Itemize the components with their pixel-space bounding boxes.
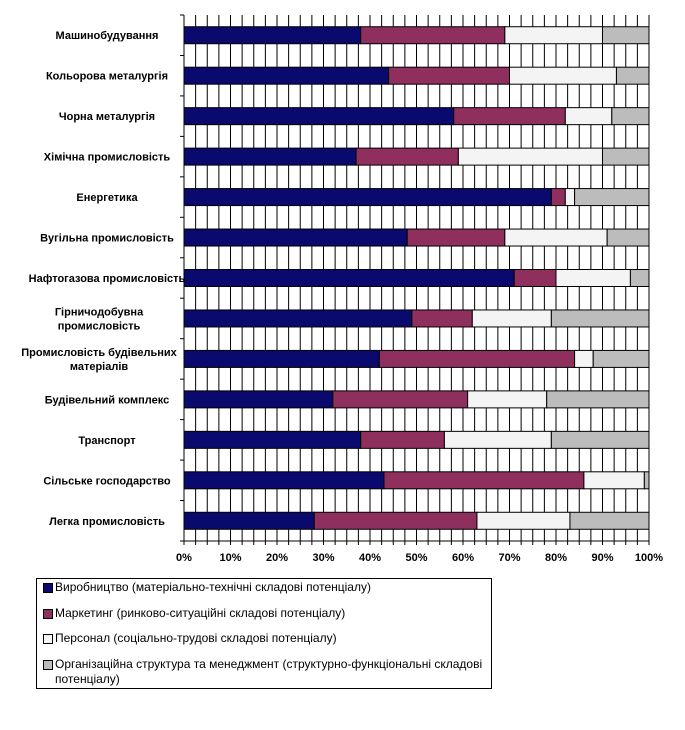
legend-label: Виробництво (матеріально-технічні складо… [55, 580, 371, 594]
bar-segment [183, 511, 315, 530]
bar-segment [602, 26, 650, 45]
legend-label: Персонал (соціально-трудові складові пот… [55, 631, 337, 645]
bar-segment [183, 66, 390, 85]
bar-segment [615, 66, 650, 85]
x-tick-label: 40% [359, 552, 381, 564]
bar-segment [411, 309, 473, 328]
bar-segment [183, 349, 380, 368]
bar-segment [602, 147, 650, 166]
bar-segment [467, 390, 548, 409]
x-tick-label: 60% [452, 552, 474, 564]
bar-segment [183, 26, 362, 45]
x-tick-label: 0% [176, 552, 192, 564]
bar-segment [183, 269, 515, 287]
category-label: Хімічна промисловість [44, 152, 171, 164]
bar-segment [476, 511, 571, 530]
bar-segment [546, 390, 650, 409]
bar-segment [183, 390, 334, 409]
category-label: Вугільна промисловість [40, 233, 174, 245]
legend-swatch [43, 583, 53, 593]
bar-segment [574, 188, 650, 207]
bar-segment [564, 188, 576, 207]
legend-item: Персонал (соціально-трудові складові пот… [43, 631, 487, 646]
x-tick-label: 100% [635, 552, 663, 564]
bar-segment [611, 107, 650, 126]
bar-segment [360, 430, 445, 449]
bar-segment [513, 269, 557, 287]
category-label: Нафтогазова промисловість [29, 273, 186, 285]
chart-axes [180, 14, 650, 545]
bar-segment [592, 349, 650, 368]
bar-segment [378, 349, 576, 368]
legend-item: Маркетинг (ринково-ситуаційні складові п… [43, 606, 487, 621]
bar-segment [643, 471, 650, 490]
stacked-bar-chart: Машинобудування Кольорова металургія Чорна… [21, 14, 663, 564]
x-tick-label: 10% [219, 552, 241, 564]
bar-segment [550, 309, 650, 328]
legend-swatch [43, 634, 53, 644]
category-label: Промисловість будівельних матеріалів [21, 347, 177, 373]
category-label: Енергетика [76, 192, 138, 204]
legend-item: Виробництво (матеріально-технічні складо… [43, 580, 487, 595]
bar-segment [583, 471, 645, 490]
bar-segment [606, 228, 650, 247]
bar-segment [550, 430, 650, 449]
bar-segment [183, 430, 362, 449]
bar-segment [443, 430, 552, 449]
bar-segment [504, 228, 608, 247]
bar-segment [406, 228, 506, 247]
legend-swatch [43, 609, 53, 619]
bar-segment [183, 309, 413, 328]
bar-segment [313, 511, 478, 530]
category-label: Гірничодобувна промисловість [55, 306, 144, 332]
x-tick-label: 90% [591, 552, 613, 564]
category-label: Кольорова металургія [46, 71, 168, 83]
x-tick-labels: 0% 10% 20% 30% 40% 50% 60% 70% 80% 90% 100% [176, 552, 663, 564]
category-label: Легка промисловість [49, 516, 165, 528]
bar-segment [629, 269, 650, 287]
x-tick-label: 30% [312, 552, 334, 564]
bar-segment [360, 26, 506, 45]
x-tick-label: 50% [405, 552, 427, 564]
x-tick-label: 20% [266, 552, 288, 564]
bar-segment [550, 188, 566, 207]
chart-legend: Виробництво (матеріально-технічні складо… [36, 578, 492, 689]
category-label: Транспорт [78, 435, 136, 447]
category-labels: Машинобудування Кольорова металургія Чорна… [21, 30, 185, 528]
x-tick-label: 80% [545, 552, 567, 564]
bar-segment [574, 349, 594, 368]
category-label: Будівельний комплекс [45, 394, 170, 406]
legend-label: Маркетинг (ринково-ситуаційні складові п… [55, 606, 346, 620]
bar-segment [183, 471, 385, 490]
bar-segment [453, 107, 566, 126]
bar-segment [183, 147, 357, 166]
category-label: Машинобудування [56, 30, 159, 42]
category-label: Сільське господарство [43, 475, 171, 487]
legend-swatch [43, 660, 53, 670]
bar-segment [183, 228, 408, 247]
bar-segment [555, 269, 631, 287]
chart-bars [183, 26, 650, 530]
bar-segment [569, 511, 650, 530]
bar-segment [383, 471, 585, 490]
bar-segment [471, 309, 552, 328]
bar-segment [183, 188, 552, 207]
bar-segment [183, 107, 455, 126]
x-tick-label: 70% [498, 552, 520, 564]
bar-segment [509, 66, 617, 85]
bar-segment [332, 390, 469, 409]
bar-segment [457, 147, 603, 166]
legend-label: Організаційна структура та менеджмент (с… [55, 657, 483, 671]
bar-segment [504, 26, 604, 45]
bar-segment [355, 147, 459, 166]
bar-segment [388, 66, 511, 85]
legend-item: Організаційна структура та менеджмент (с… [43, 657, 487, 687]
bar-segment [564, 107, 613, 126]
category-label: Чорна металургія [59, 111, 155, 123]
legend-label: потенціалу) [55, 672, 120, 686]
